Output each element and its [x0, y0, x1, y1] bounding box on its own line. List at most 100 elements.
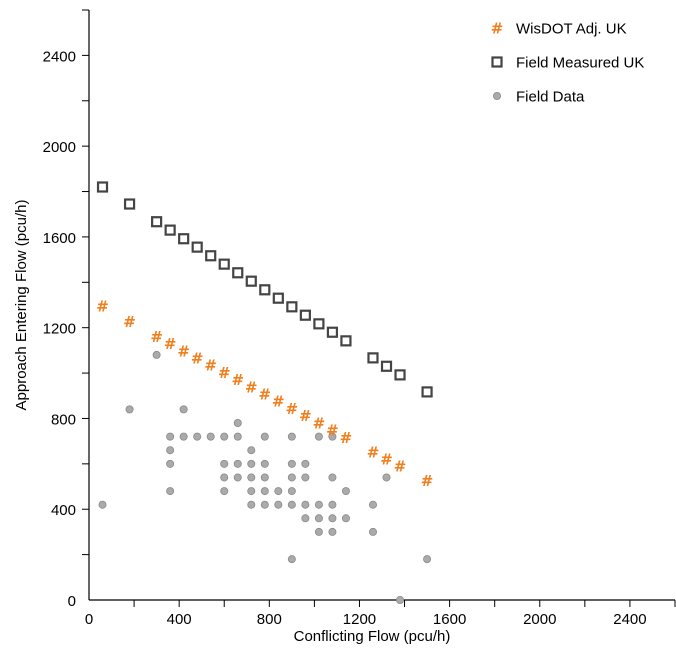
legend-label: Field Data	[516, 89, 585, 106]
x-axis-title: Conflicting Flow (pcu/h)	[294, 628, 451, 645]
data-point	[421, 386, 433, 398]
data-point: #	[340, 429, 353, 447]
data-point: #	[164, 335, 177, 353]
data-point	[314, 500, 323, 509]
data-point	[260, 500, 269, 509]
y-tick-label: 1200	[43, 321, 76, 338]
data-point	[260, 432, 269, 441]
data-point: #	[299, 407, 312, 425]
data-point	[341, 487, 350, 496]
data-point: #	[123, 313, 136, 331]
data-point	[233, 459, 242, 468]
legend-marker	[492, 92, 501, 101]
data-point	[287, 487, 296, 496]
x-tick-label: 0	[85, 611, 93, 628]
data-point	[423, 555, 432, 564]
data-point	[191, 241, 203, 253]
x-tick-label: 2000	[523, 611, 556, 628]
data-point	[396, 596, 405, 605]
data-point	[166, 459, 175, 468]
data-point	[326, 326, 339, 338]
series-#: ### # # # # # # # # # # # # # ## # ##	[96, 298, 433, 491]
x-tick-label: 800	[257, 611, 282, 628]
data-point	[152, 350, 161, 359]
data-point	[287, 459, 296, 468]
y-tick-label: 800	[51, 411, 76, 428]
data-point	[220, 459, 229, 468]
data-point	[164, 224, 176, 236]
data-point	[247, 500, 256, 509]
data-point	[98, 500, 107, 509]
y-tick-label: 1600	[43, 230, 76, 247]
data-point	[328, 500, 337, 509]
x-tick-label: 2400	[613, 611, 646, 628]
data-point	[205, 250, 217, 262]
data-point	[367, 352, 379, 364]
plot-marks: ### # # # # # # # # # # # # # ## # ##	[96, 181, 433, 605]
data-point	[368, 527, 377, 536]
data-point	[179, 432, 188, 441]
data-point	[328, 514, 337, 523]
data-point	[220, 473, 229, 482]
data-point	[301, 473, 310, 482]
axes: 0 400 800 1200 1600 2000 2400 0 400 800 1200 1600 20…	[43, 9, 676, 628]
data-point	[220, 432, 229, 441]
data-point: #	[150, 328, 163, 346]
y-tick-label: 2400	[43, 48, 76, 65]
data-point	[179, 405, 188, 414]
data-point	[301, 459, 310, 468]
data-point	[328, 473, 337, 482]
data-point	[394, 369, 406, 381]
data-point	[166, 487, 175, 496]
legend-marker: #	[491, 20, 504, 38]
data-point	[287, 500, 296, 509]
legend-label: Field Measured UK	[516, 55, 644, 72]
data-point	[245, 275, 257, 287]
y-axis-title: Approach Entering Flow (pcu/h)	[13, 200, 30, 411]
data-point	[314, 432, 323, 441]
data-point	[125, 405, 134, 414]
data-point: #	[380, 451, 393, 469]
data-point	[260, 487, 269, 496]
data-point	[272, 292, 284, 304]
x-tick-label: 400	[167, 611, 192, 628]
data-point	[328, 432, 337, 441]
data-point	[259, 284, 271, 296]
data-point	[247, 459, 256, 468]
data-point	[313, 318, 325, 330]
data-point	[274, 487, 283, 496]
data-point	[247, 473, 256, 482]
data-point: #	[191, 350, 204, 368]
data-point	[287, 473, 296, 482]
y-tick-label: 2000	[43, 139, 76, 156]
data-point: #	[313, 415, 326, 433]
legend-marker	[491, 56, 503, 68]
data-point	[151, 216, 163, 228]
data-point	[314, 527, 323, 536]
data-point: #	[245, 378, 258, 396]
data-point	[260, 459, 269, 468]
data-point: #	[231, 371, 244, 389]
y-tick-label: 0	[68, 593, 76, 610]
data-point: #	[394, 458, 407, 476]
x-tick-label: 1600	[433, 611, 466, 628]
data-point	[382, 473, 391, 482]
data-point	[233, 432, 242, 441]
data-point	[341, 514, 350, 523]
legend: # WisDOT Adj. UK Field Measured UK Field Da…	[491, 20, 645, 106]
data-point	[301, 514, 310, 523]
data-point: #	[204, 357, 217, 375]
data-point	[380, 360, 393, 372]
series-square	[96, 181, 433, 398]
data-point	[206, 432, 215, 441]
data-point	[178, 233, 190, 245]
data-point	[232, 267, 244, 279]
data-point	[247, 487, 256, 496]
data-point: #	[218, 364, 231, 382]
data-point	[123, 198, 136, 210]
data-point	[233, 418, 242, 427]
data-point	[247, 446, 256, 455]
x-tick-label: 1200	[343, 611, 376, 628]
data-point: #	[326, 422, 339, 440]
